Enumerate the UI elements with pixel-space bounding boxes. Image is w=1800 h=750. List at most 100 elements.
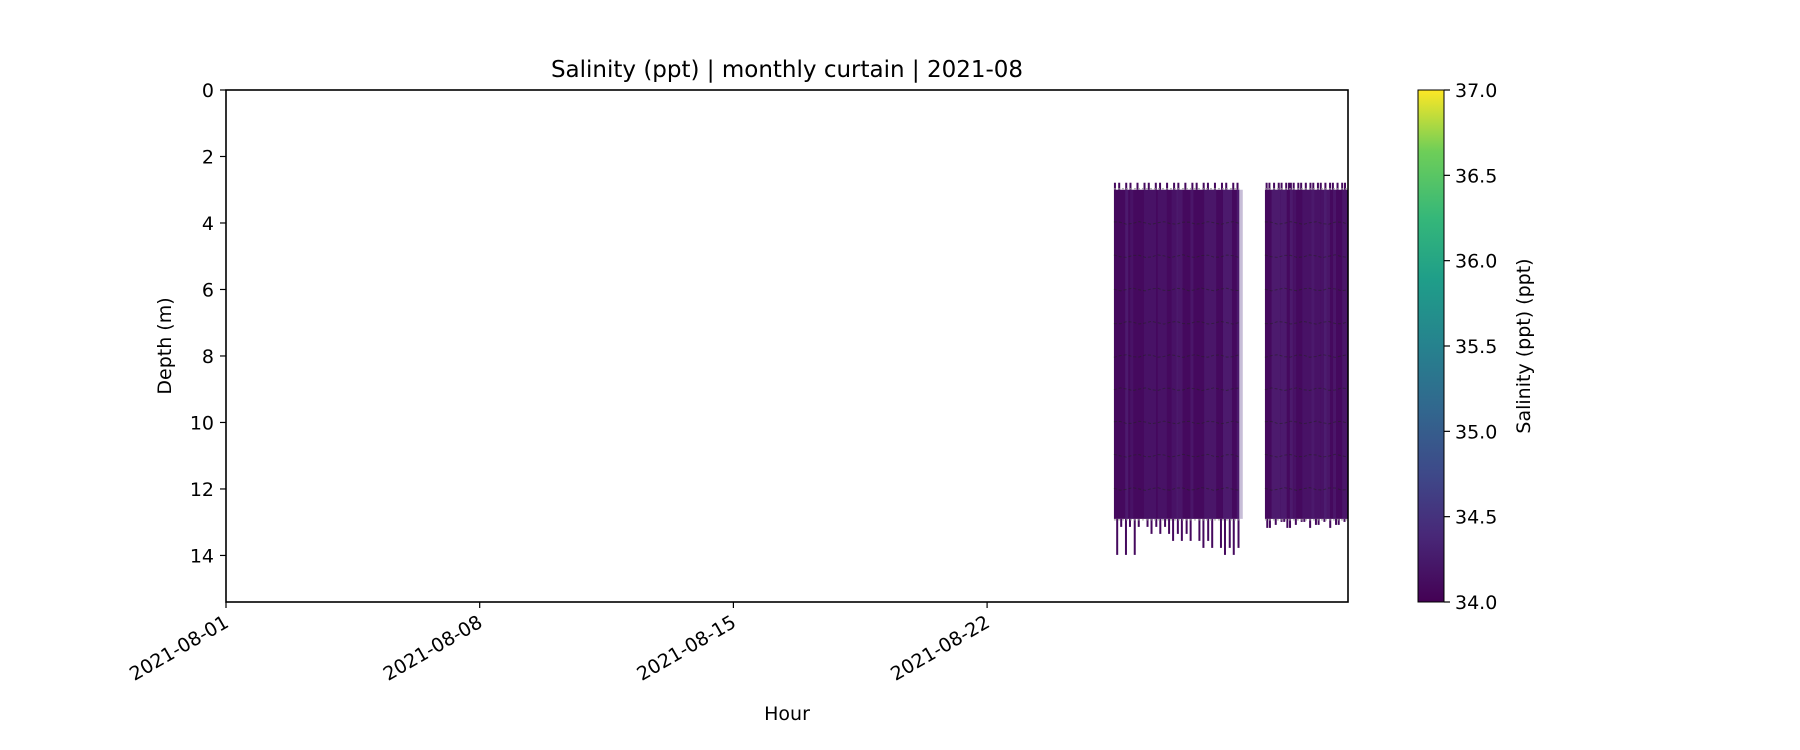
edge-spike <box>1303 518 1306 522</box>
profile-trace <box>1264 354 1348 358</box>
edge-spike <box>1173 182 1176 190</box>
profile-trace <box>1264 387 1348 392</box>
edge-spike <box>1266 518 1269 528</box>
edge-spike <box>1285 182 1288 190</box>
colorbar-tick-label: 36.0 <box>1455 251 1497 273</box>
edge-spike <box>1300 182 1303 190</box>
profile-trace <box>1264 221 1348 225</box>
edge-spike <box>1143 182 1146 190</box>
profile-trace <box>1113 487 1240 491</box>
colorbar-tick-label: 35.5 <box>1455 336 1497 358</box>
heatmap-column <box>1271 189 1281 519</box>
edge-spike <box>1155 518 1158 527</box>
profile-trace <box>1264 287 1348 292</box>
edge-spike <box>1335 518 1338 525</box>
edge-spike <box>1177 182 1180 190</box>
edge-spike <box>1159 182 1162 190</box>
edge-spike <box>1207 518 1210 541</box>
y-tick-label: 0 <box>202 80 214 102</box>
edge-spike <box>1147 182 1150 190</box>
edge-spike <box>1323 518 1326 522</box>
colorbar-axis: 34.0 34.5 35.0 35.5 36.0 36.5 37.0 <box>1444 80 1497 614</box>
edge-spike <box>1317 518 1320 525</box>
edge-spike <box>1206 182 1209 190</box>
edge-spike <box>1286 518 1289 528</box>
colorbar-label: Salinity (ppt) (ppt) <box>1513 258 1535 433</box>
edge-spike <box>1288 182 1291 190</box>
y-tick-label: 2 <box>202 146 214 168</box>
edge-spike <box>1113 182 1116 190</box>
heatmap-column <box>1320 189 1327 519</box>
edge-spike <box>1289 182 1292 190</box>
heatmap-column <box>1302 189 1315 519</box>
edge-spike <box>1309 182 1312 190</box>
edge-spike <box>1312 182 1315 190</box>
edge-spike <box>1189 518 1192 541</box>
colorbar-tick-label: 34.0 <box>1455 592 1497 614</box>
x-tick-label: 2021-08-01 <box>126 611 233 685</box>
edge-spike <box>1225 182 1228 190</box>
heatmap-layer <box>1113 182 1348 555</box>
edge-spike <box>1343 518 1346 522</box>
edge-spike <box>1232 518 1235 555</box>
edge-spike <box>1297 182 1300 190</box>
edge-spike <box>1228 518 1231 548</box>
edge-spike <box>1125 182 1128 190</box>
x-axis: 2021-08-01 2021-08-08 2021-08-15 2021-08-22 <box>126 602 994 686</box>
edge-spike <box>1273 182 1276 190</box>
edge-spike <box>1202 518 1205 548</box>
profile-trace <box>1113 354 1240 358</box>
profile-trace <box>1264 420 1348 425</box>
heatmap-column <box>1125 189 1129 519</box>
edge-spike <box>1166 182 1169 190</box>
edge-spike <box>1283 518 1286 522</box>
edge-spike <box>1294 518 1297 525</box>
heatmap-column <box>1171 189 1178 519</box>
heatmap-column <box>1190 189 1194 519</box>
edge-spike <box>1316 182 1319 190</box>
edge-spike <box>1168 518 1171 534</box>
edge-spike <box>1341 182 1344 190</box>
edge-spike <box>1124 518 1127 555</box>
colorbar <box>1417 89 1445 603</box>
y-tick-label: 8 <box>202 346 214 368</box>
edge-spike <box>1280 182 1283 190</box>
edge-spike <box>1172 518 1175 541</box>
heatmap-column <box>1176 189 1183 519</box>
profile-trace <box>1113 453 1240 458</box>
edge-spike <box>1329 518 1332 528</box>
edge-spike <box>1219 518 1222 548</box>
edge-spike <box>1128 518 1131 527</box>
y-tick-label: 6 <box>202 279 214 301</box>
profile-trace <box>1113 254 1240 259</box>
edge-spike <box>1274 518 1277 525</box>
edge-spike <box>1268 182 1271 190</box>
edge-spike <box>1120 518 1123 527</box>
edge-spike <box>1195 182 1198 190</box>
profile-trace <box>1113 387 1240 392</box>
profile-trace <box>1113 420 1240 425</box>
edge-spike <box>1237 518 1240 548</box>
heatmap-column <box>1222 189 1232 519</box>
x-tick-label: 2021-08-15 <box>633 611 740 685</box>
profile-trace <box>1264 487 1348 491</box>
edge-spike <box>1232 182 1235 190</box>
edge-spike <box>1198 518 1201 541</box>
edge-spike <box>1150 518 1153 534</box>
edge-spike <box>1129 182 1132 190</box>
edge-spike <box>1314 518 1317 525</box>
edge-spike <box>1211 518 1214 548</box>
edge-spike <box>1329 182 1332 190</box>
heatmap-column <box>1236 189 1243 519</box>
colorbar-tick-label: 37.0 <box>1455 80 1497 102</box>
heatmap-column <box>1323 189 1330 519</box>
profile-trace <box>1264 320 1348 325</box>
edge-spike <box>1154 182 1157 190</box>
edge-spike <box>1265 182 1268 190</box>
edge-spike <box>1324 182 1327 190</box>
edge-spike <box>1116 518 1119 555</box>
edge-spike <box>1292 182 1295 190</box>
profile-trace <box>1113 221 1240 225</box>
profile-trace <box>1113 287 1240 292</box>
heatmap-column <box>1144 189 1157 519</box>
